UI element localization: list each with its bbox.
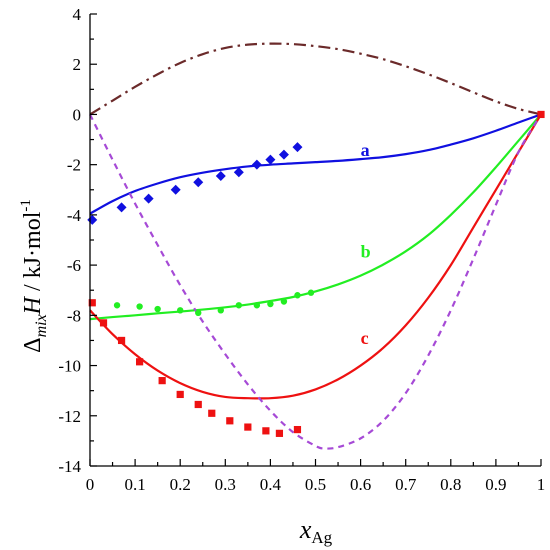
marker-c-point (88, 299, 96, 307)
marker-c-point (293, 425, 302, 434)
y-axis-title-main: H (20, 295, 46, 315)
x-tick-label: 0.4 (260, 475, 282, 494)
line-a (89, 113, 542, 215)
marker-b-point (154, 305, 161, 313)
marker-b-point (195, 309, 202, 317)
y-tick-label: -14 (58, 457, 81, 476)
marker-c-point (275, 429, 284, 437)
curve-label-a: a (361, 140, 370, 160)
marker-c-point (117, 336, 126, 345)
curve-label-c: c (361, 328, 369, 348)
x-axis-title: xAg (299, 515, 333, 547)
marker-c-point (208, 409, 216, 417)
line-b (89, 113, 542, 321)
marker-a-point (251, 159, 262, 170)
marker-b-point (267, 300, 274, 308)
y-tick-label: 0 (73, 105, 82, 124)
marker-c-point (99, 319, 108, 327)
marker-a-point (143, 193, 154, 204)
line-dashed (89, 113, 542, 450)
x-tick-label: 0.9 (485, 475, 506, 494)
y-tick-label: -10 (58, 357, 81, 376)
axes: -14 -12 -10 -8 -6 -4 -2 0 2 4 0 0.1 0.2 0.3 0.4 0.5 0.6 0… (58, 5, 545, 494)
marker-c-point (194, 400, 202, 409)
x-tick-label: 0.2 (170, 475, 191, 494)
y-axis-title-unit: / kJ·mol (20, 211, 46, 297)
marker-c-point (136, 358, 144, 366)
marker-a-point (233, 167, 244, 178)
marker-c-point (158, 377, 166, 385)
marker-c-point (244, 423, 252, 431)
line-c (89, 113, 542, 400)
marker-endpoint-point (537, 110, 545, 119)
marker-b-point (217, 307, 224, 314)
y-axis-title-sub: mix (33, 314, 50, 337)
y-tick-label: -12 (58, 407, 81, 426)
marker-b-point (136, 303, 143, 310)
marker-b-point (294, 292, 301, 299)
x-tick-label: 1 (537, 475, 546, 494)
y-tick-label: -8 (67, 306, 81, 325)
marker-a-point (116, 202, 127, 213)
y-axis-title-sup: -1 (18, 199, 34, 212)
x-tick-label: 0.5 (305, 475, 326, 494)
marker-a-point (87, 214, 98, 225)
marker-c-point (176, 390, 184, 399)
marker-b-point (113, 302, 121, 309)
marker-b-point (235, 302, 243, 309)
x-axis-title-main: x (299, 515, 312, 544)
line-dashdot (89, 42, 542, 116)
curve-label-b: b (361, 242, 371, 262)
marker-b-point (280, 298, 288, 305)
y-tick-label: -6 (67, 256, 81, 275)
x-tick-label: 0.8 (440, 475, 461, 494)
x-tick-label: 0.7 (395, 475, 417, 494)
marker-a-point (292, 142, 303, 153)
y-axis-title-delta: Δ (20, 337, 46, 352)
marker-b-point (177, 307, 184, 314)
marker-b-point (253, 302, 261, 309)
marker-a-point (265, 154, 276, 165)
marker-a-point (215, 170, 226, 181)
x-tick-label: 0 (86, 475, 95, 494)
plot-content: a b c (87, 42, 545, 450)
marker-c-point (262, 427, 270, 435)
x-tick-label: 0.3 (215, 475, 236, 494)
marker-a-point (170, 184, 181, 195)
y-tick-label: 4 (73, 5, 82, 24)
marker-c-point (226, 417, 234, 425)
marker-a-point (193, 177, 204, 188)
marker-b-point (307, 289, 315, 296)
y-axis-title: ΔmixH / kJ·mol-1 (18, 199, 50, 353)
y-tick-label: -2 (67, 156, 81, 175)
x-tick-label: 0.1 (124, 475, 145, 494)
marker-a-point (278, 149, 289, 160)
y-tick-label: 2 (73, 55, 82, 74)
x-tick-label: 0.6 (350, 475, 371, 494)
y-tick-label: -4 (67, 206, 82, 225)
x-axis-title-sub: Ag (311, 528, 332, 547)
